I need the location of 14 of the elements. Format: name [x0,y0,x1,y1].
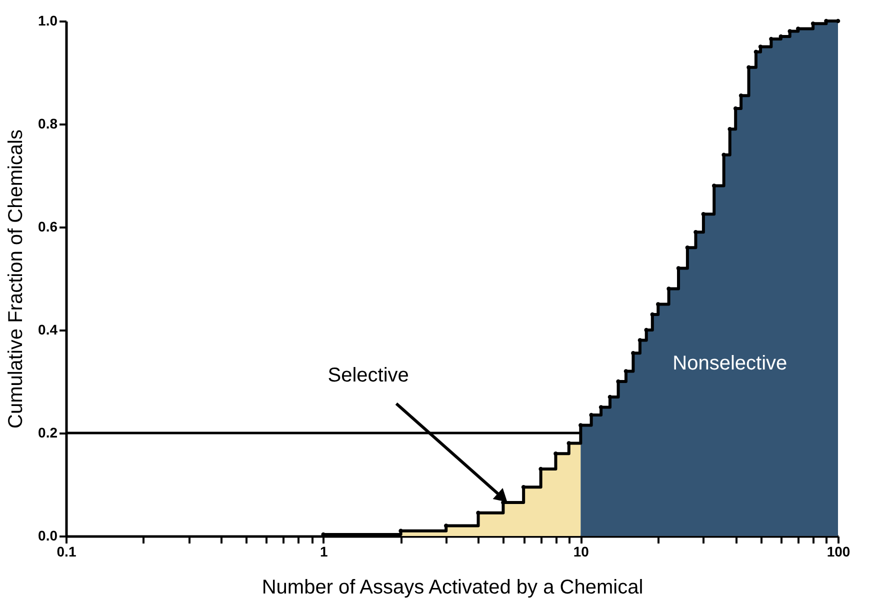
y-tick-label: 0.8 [38,116,58,132]
y-tick-label: 1.0 [38,12,58,28]
y-axis-title: Cumulative Fraction of Chemicals [5,130,28,428]
y-tick-label: 0.4 [38,322,58,338]
x-axis-title: Number of Assays Activated by a Chemical [262,576,644,598]
x-tick-label: 0.1 [56,544,76,560]
x-tick-label: 10 [573,544,590,560]
x-tick-label: 1 [320,544,328,560]
annotation: Nonselective [672,352,788,374]
y-tick-label: 0.0 [38,528,58,544]
y-tick-label: 0.6 [38,218,58,234]
y-tick-label: 0.2 [38,424,58,440]
annotation: Selective [328,364,409,387]
x-tick-label: 100 [826,544,850,560]
